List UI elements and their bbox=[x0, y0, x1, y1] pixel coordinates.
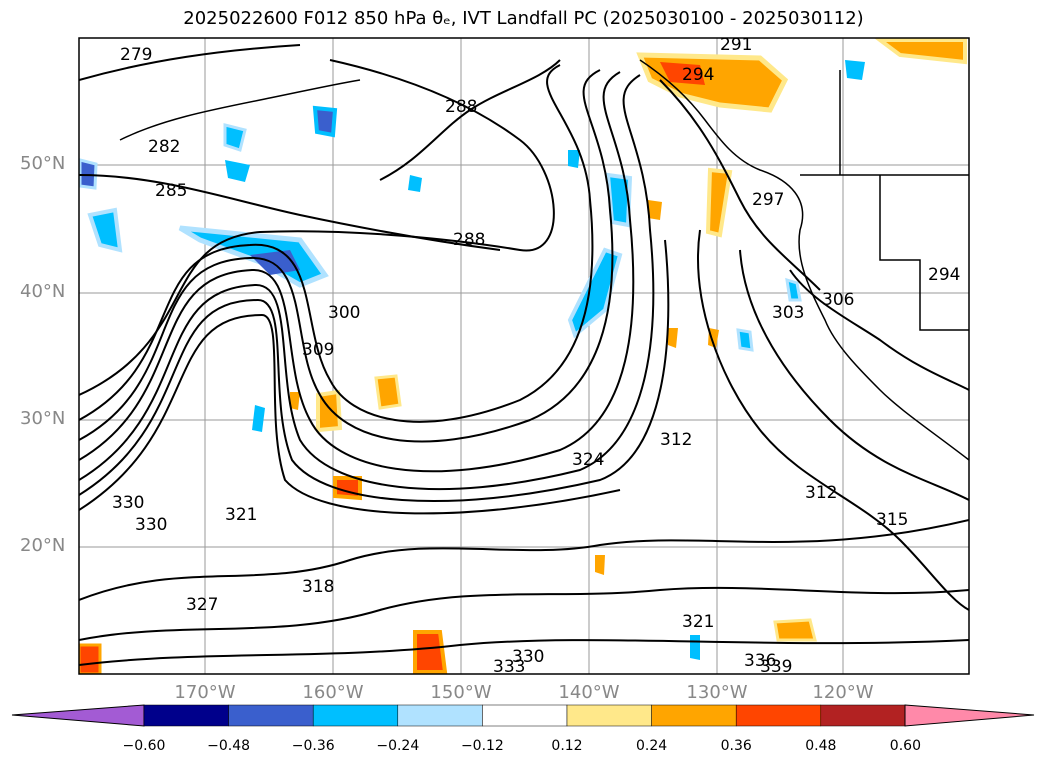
contour-label: 321 bbox=[682, 612, 714, 632]
contour-label: 309 bbox=[302, 340, 334, 360]
lat-label: 50°N bbox=[20, 153, 66, 174]
contour-label: 297 bbox=[752, 190, 784, 210]
contour-label: 288 bbox=[445, 97, 477, 117]
colorbar-tick: −0.36 bbox=[291, 738, 335, 754]
contour-label: 300 bbox=[328, 303, 360, 323]
colorbar-max-extension bbox=[904, 704, 1035, 727]
lat-label: 20°N bbox=[20, 535, 66, 556]
colorbar-tick: −0.12 bbox=[460, 738, 504, 754]
contour-label: 282 bbox=[148, 137, 180, 157]
contour-label: 327 bbox=[186, 595, 218, 615]
contour-label: 288 bbox=[453, 230, 485, 250]
contour-label: 279 bbox=[120, 45, 152, 65]
map-title: 2025022600 F012 850 hPa θₑ, IVT Landfall… bbox=[183, 8, 864, 29]
map-frame bbox=[78, 37, 970, 675]
lat-label: 30°N bbox=[20, 408, 66, 429]
lon-label: 140°W bbox=[558, 682, 620, 703]
contour-label: 285 bbox=[155, 181, 187, 201]
contour-label: 315 bbox=[876, 510, 908, 530]
contour-label: 312 bbox=[805, 483, 837, 503]
contour-label: 330 bbox=[135, 515, 167, 535]
colorbar-tick: −0.48 bbox=[207, 738, 251, 754]
contour-label-group: 279 282 285 288 288 291 294 294 297 300 … bbox=[112, 35, 960, 677]
colorbar-tick: −0.60 bbox=[122, 738, 166, 754]
lon-label: 150°W bbox=[430, 682, 492, 703]
contour-label: 291 bbox=[720, 35, 752, 55]
contour-label: 330 bbox=[512, 647, 544, 667]
colorbar-tick: 0.12 bbox=[551, 738, 583, 754]
colorbar-tick: 0.24 bbox=[636, 738, 668, 754]
colorbar-tick: 0.60 bbox=[889, 738, 921, 754]
contour-label: 336 bbox=[744, 651, 776, 671]
lon-label: 130°W bbox=[686, 682, 748, 703]
contour-label: 339 bbox=[760, 657, 792, 677]
lat-label: 40°N bbox=[20, 281, 66, 302]
contour-label: 303 bbox=[772, 303, 804, 323]
contour-label: 294 bbox=[928, 265, 960, 285]
ivt-shading bbox=[79, 38, 967, 674]
lon-label: 120°W bbox=[812, 682, 874, 703]
contour-label: 306 bbox=[822, 290, 854, 310]
lon-label: 160°W bbox=[302, 682, 364, 703]
contour-label: 324 bbox=[572, 450, 604, 470]
contour-label: 333 bbox=[493, 657, 525, 677]
contour-label: 312 bbox=[660, 430, 692, 450]
colorbar-min-extension bbox=[11, 704, 145, 727]
contour-label: 294 bbox=[682, 65, 714, 85]
coastline bbox=[119, 59, 969, 461]
lon-label: 170°W bbox=[174, 682, 236, 703]
map-background bbox=[79, 38, 969, 674]
colorbar bbox=[11, 704, 1035, 727]
colorbar-tick: −0.24 bbox=[376, 738, 420, 754]
contour-label: 321 bbox=[225, 505, 257, 525]
colorbar-tick: 0.48 bbox=[805, 738, 837, 754]
contour-label: 318 bbox=[302, 577, 334, 597]
colorbar-tick: 0.36 bbox=[720, 738, 752, 754]
theta-e-contours bbox=[79, 44, 969, 666]
contour-label: 330 bbox=[112, 493, 144, 513]
